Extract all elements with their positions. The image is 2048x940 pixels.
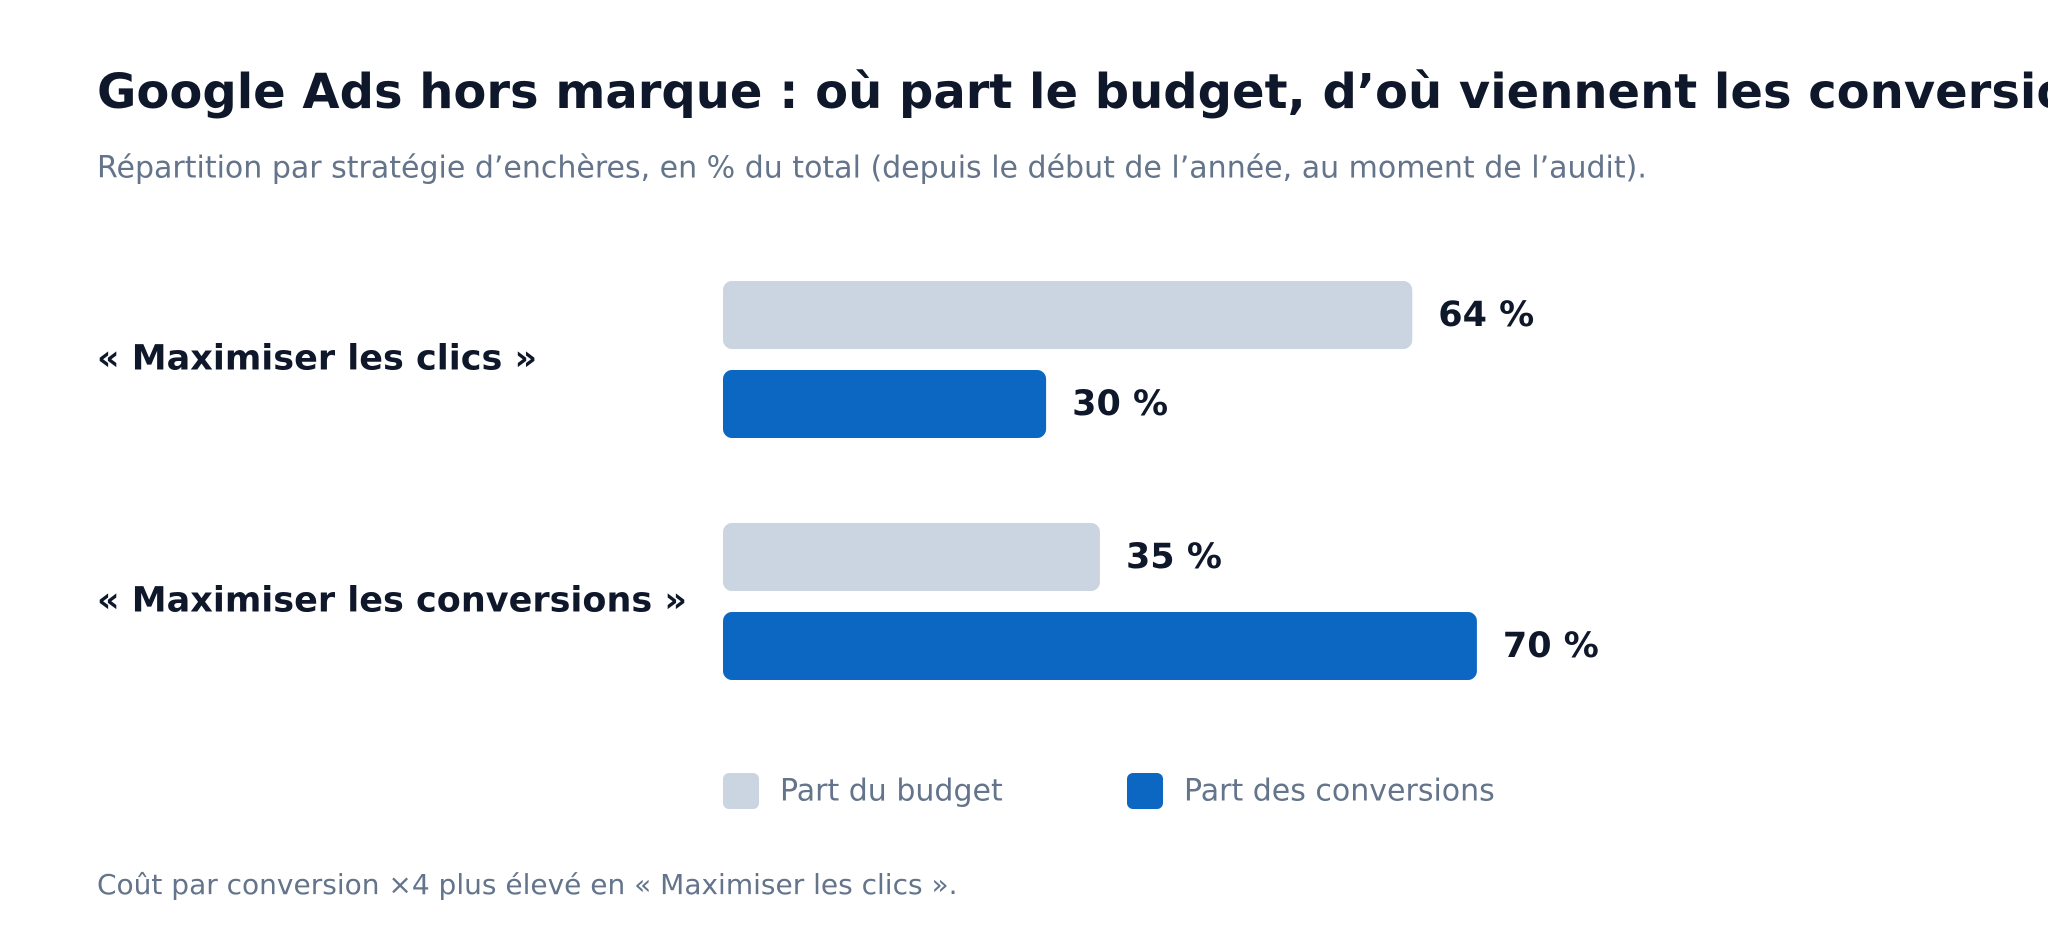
legend-label: Part du budget — [780, 774, 1003, 809]
bar — [723, 370, 1047, 438]
legend-swatch — [723, 773, 759, 809]
value-label: 35 % — [1126, 537, 1222, 577]
chart-title: Google Ads hors marque : où part le budg… — [97, 64, 2048, 120]
value-label: 70 % — [1503, 626, 1599, 666]
category-label: « Maximiser les conversions » — [97, 581, 687, 621]
chart-subtitle: Répartition par stratégie d’enchères, en… — [97, 151, 1647, 186]
value-label: 30 % — [1072, 384, 1168, 424]
bar — [723, 281, 1413, 349]
value-label: 64 % — [1438, 295, 1534, 335]
legend-swatch — [1127, 773, 1163, 809]
bar — [723, 612, 1477, 680]
legend-label: Part des conversions — [1184, 774, 1495, 809]
bar — [723, 523, 1100, 591]
footnote: Coût par conversion ×4 plus élevé en « M… — [97, 868, 957, 901]
category-label: « Maximiser les clics » — [97, 339, 537, 379]
